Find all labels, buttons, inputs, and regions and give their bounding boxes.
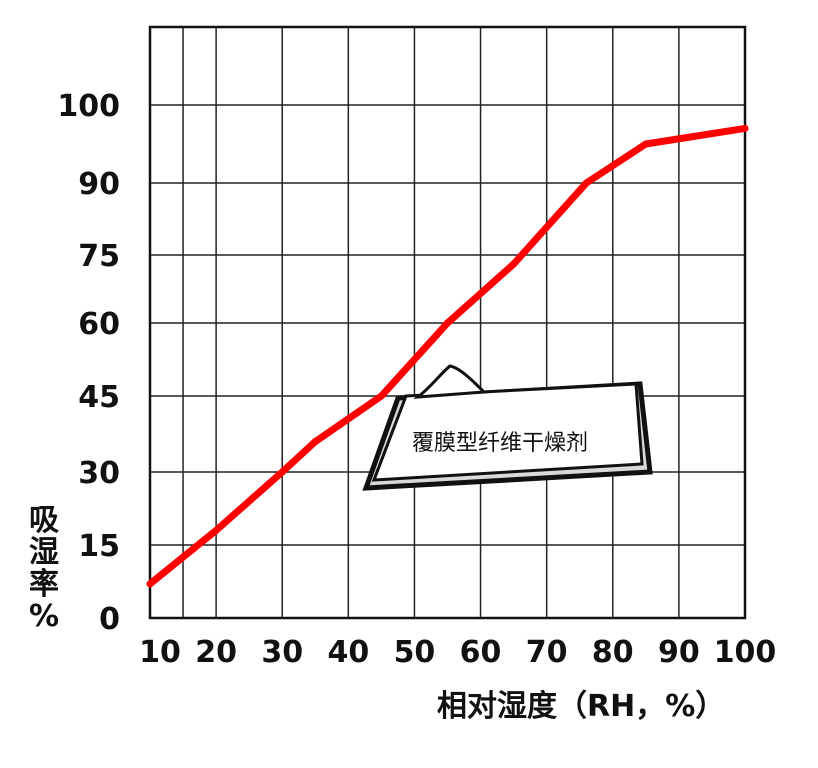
x-axis-title: 相对湿度（RH，%）	[437, 689, 725, 724]
y-tick-label: 0	[99, 602, 120, 637]
x-tick-label: 10	[139, 635, 181, 670]
data-point	[146, 580, 154, 588]
y-tick-label: 45	[78, 380, 120, 415]
y-tick-label: 75	[78, 239, 120, 274]
y-tick-label: 30	[78, 456, 120, 491]
x-tick-label: 40	[327, 635, 369, 670]
y-axis-title: 吸湿率%	[29, 503, 59, 634]
y-axis-title-char: %	[29, 599, 59, 634]
data-point	[582, 179, 590, 187]
y-axis-title-char: 率	[29, 567, 59, 602]
y-tick-label: 60	[78, 307, 120, 342]
plot-frame	[148, 25, 747, 620]
x-tick-label: 30	[261, 635, 303, 670]
callout-box	[371, 382, 644, 482]
x-tick-label: 90	[658, 635, 700, 670]
data-point	[510, 260, 518, 268]
x-tick-labels: 10 20 30 40 50 60 70 80 90 100	[139, 635, 776, 670]
data-point	[642, 140, 650, 148]
x-tick-label: 100	[714, 635, 777, 670]
y-tick-labels: 0 15 30 45 60 75 90 100	[57, 89, 120, 637]
y-tick-label: 15	[78, 529, 120, 564]
x-tick-label: 50	[394, 635, 436, 670]
data-point	[444, 319, 451, 327]
y-axis-title-char: 湿	[29, 535, 59, 570]
y-axis-title-text: 吸湿率%	[29, 503, 59, 634]
callout: 覆膜型纤维干燥剂	[362, 364, 653, 491]
y-tick-label: 90	[78, 167, 120, 202]
series-layer	[146, 124, 749, 588]
series-line	[146, 124, 749, 588]
callout-pointer	[413, 364, 488, 399]
data-point	[311, 438, 319, 446]
y-tick-label: 100	[57, 89, 120, 124]
x-tick-label: 60	[460, 635, 502, 670]
data-point	[212, 526, 220, 534]
data-point	[377, 392, 385, 400]
data-point	[278, 468, 286, 476]
data-point	[741, 124, 749, 132]
y-axis-title-char: 吸	[29, 503, 59, 538]
x-tick-label: 20	[195, 635, 237, 670]
x-tick-label: 80	[592, 635, 634, 670]
callout-text: 覆膜型纤维干燥剂	[412, 431, 588, 456]
x-tick-label: 70	[526, 635, 568, 670]
